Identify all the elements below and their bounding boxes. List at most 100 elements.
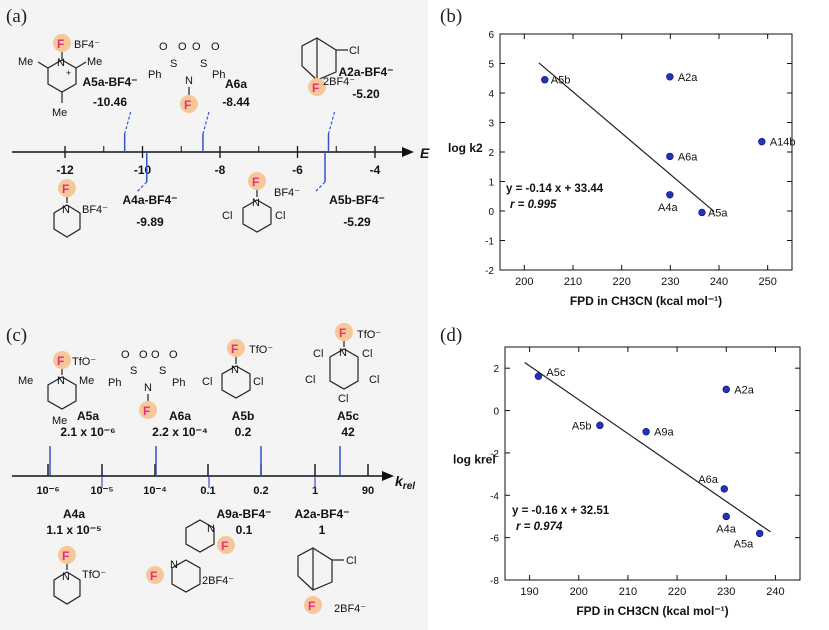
compound-name: A5c [337,409,359,423]
plot-frame [499,33,793,271]
y-tick-label: 2 [493,364,499,375]
svg-text:TfO⁻: TfO⁻ [249,344,273,356]
c-a9a-structure: N N F F 2BF4⁻ [146,519,235,593]
svg-text:N: N [144,382,152,394]
panel-c-tick-label: 0.1 [200,485,215,497]
data-point [722,385,730,394]
svg-text:F: F [62,549,69,563]
fit-r-value: r = 0.974 [516,521,563,533]
svg-text:S: S [200,58,207,70]
data-point [534,372,543,380]
y-tick-label: 1 [488,178,494,189]
point-label: A2a [734,384,754,396]
compound-value: 0.1 [236,523,253,537]
data-point [666,191,674,199]
compound-name: A5b-BF4⁻ [329,193,385,207]
svg-text:Ph: Ph [212,69,225,81]
compound-name: A2a-BF4⁻ [294,507,349,521]
compound-name: A6a [169,409,191,423]
panel-c-tick-label: 0.2 [253,485,268,497]
point-label: A5c [546,367,565,379]
svg-text:F: F [184,98,191,112]
panel-a-axis-label: E [420,145,430,161]
y-tick-label: 3 [488,119,494,130]
panel-label: (b) [440,6,462,27]
energy-connector [314,181,326,193]
svg-text:Cl: Cl [338,393,348,405]
compound-name: A4a-BF4⁻ [122,193,177,207]
c-a5b-structure: F N Cl Cl TfO⁻ [202,339,273,399]
x-tick-label: 230 [717,586,735,598]
svg-text:O: O [178,41,187,53]
panel-a-tick-label: -6 [292,163,303,177]
panel-c-tick-label: 1 [312,485,318,497]
svg-text:2BF4⁻: 2BF4⁻ [334,603,366,615]
y-axis-label: log k2 [448,141,483,155]
svg-text:N: N [207,523,215,535]
y-tick-label: 6 [488,30,494,41]
svg-text:N: N [231,364,239,376]
panel-a-tick-label: -12 [56,163,74,177]
x-tick-label: 190 [520,586,538,598]
panel-a-bg [0,0,428,318]
fit-equation: y = -0.16 x + 32.51 [512,505,610,517]
svg-text:F: F [57,37,64,51]
data-point [541,76,549,84]
data-point [596,421,604,430]
point-label: A5b [551,75,571,87]
compound-value: 2.2 x 10⁻⁴ [152,425,208,439]
compound-name: A5a-BF4⁻ [82,75,137,89]
fluorine-badge [139,401,157,419]
x-axis-label: FPD in CH3CN (kcal mol⁻¹) [570,294,722,308]
svg-text:Cl: Cl [369,374,379,386]
fluorine-badge [308,78,326,96]
panel-a-tick-label: -10 [134,163,152,177]
x-tick-label: 230 [661,276,679,288]
svg-text:Cl: Cl [313,348,323,360]
panel-c: (c) krel 10⁻⁶ 10⁻⁵ 10⁻⁴ 0.1 0.2 1 90 A5a 2.1 x … [6,323,415,615]
compound-value: -5.29 [343,215,371,229]
svg-text:F: F [231,342,238,356]
svg-text:Cl: Cl [346,555,356,567]
data-point [720,485,728,493]
compound-value: 0.2 [235,425,252,439]
point-label: A6a [678,151,698,163]
svg-text:F: F [252,175,259,189]
svg-text:F: F [221,539,228,553]
plot-frame [504,346,801,581]
panel-label: (d) [440,325,462,346]
compound-name: A9a-BF4⁻ [216,507,271,521]
y-tick-label: -2 [490,449,499,460]
svg-text:2BF4⁻: 2BF4⁻ [323,76,355,88]
fit-line [524,361,771,533]
fluorine-badge [53,34,71,52]
panel-c-tick-label: 90 [362,485,374,497]
panel-a-label: (a) [6,6,27,27]
panel-a-axis-arrow [402,147,414,157]
point-label: A2a [678,72,698,84]
svg-text:Ph: Ph [108,377,121,389]
y-tick-label: -4 [490,491,499,502]
panel-a: (a) E -12 -10 -8 -6 -4 A5a-BF4⁻ -10.46 A6a -8.4… [6,6,430,238]
svg-text:BF4⁻: BF4⁻ [74,39,100,51]
svg-text:O: O [211,41,220,53]
c-a2a-structure: Cl F 2BF4⁻ [297,547,366,615]
y-tick-label: 4 [488,89,494,100]
y-tick-label: 0 [493,407,499,418]
svg-text:N: N [252,197,260,209]
fluorine-badge [335,323,353,341]
fluorine-badge [53,351,71,369]
panel-c-label: (c) [6,325,27,346]
y-tick-label: 0 [488,207,494,218]
svg-text:F: F [143,404,150,418]
x-tick-label: 240 [766,586,784,598]
x-tick-label: 210 [619,586,637,598]
panel-c-axis-label: krel [395,473,415,492]
fluorine-badge [304,596,322,614]
compound-value: 2.1 x 10⁻⁶ [60,425,115,439]
fit-equation: y = -0.14 x + 33.44 [506,183,604,195]
svg-text:Cl: Cl [275,210,285,222]
y-tick-label: -2 [485,266,494,277]
